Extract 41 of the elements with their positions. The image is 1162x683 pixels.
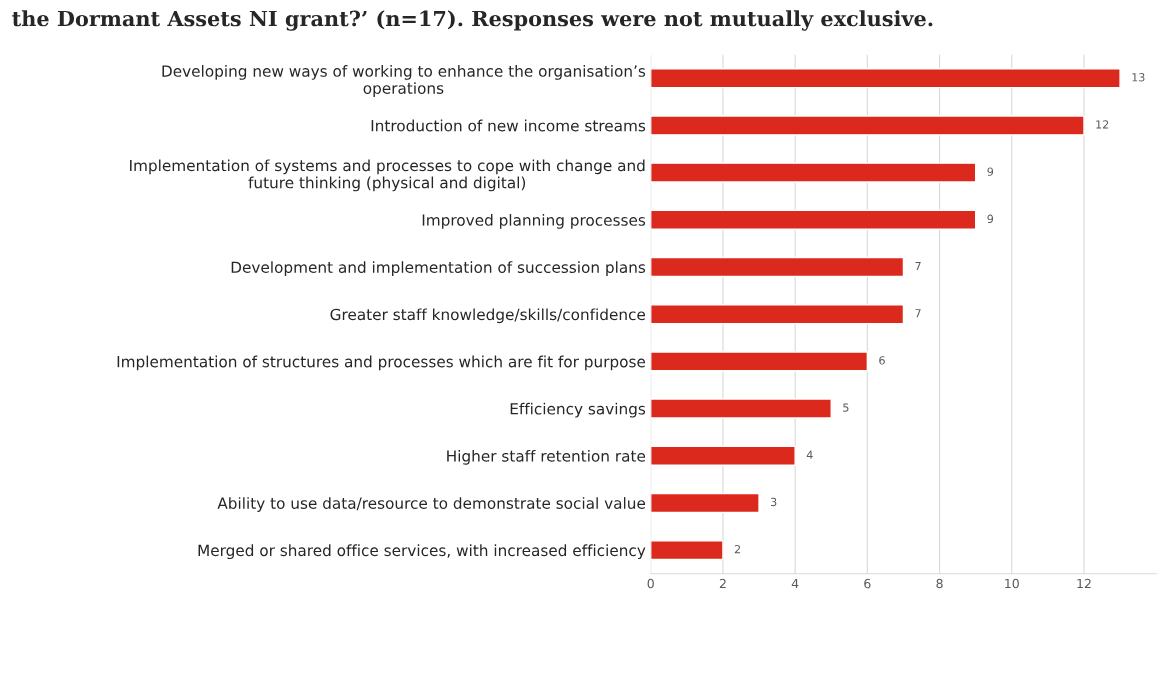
bar [650,398,832,419]
data-label: 7 [915,309,921,318]
bar [650,445,796,466]
x-tick-label: 4 [791,578,799,589]
text: the Dormant Assets NI grant?’ (n=17). Responses were not mutually exclusive. [12,10,933,31]
bar [650,539,724,561]
data-label: 9 [987,167,994,176]
y-tick-label: Ability to use data/resource to demonstrate social value [217,497,646,512]
x-tick-label: 6 [864,578,871,589]
y-tick-label: Implementation of structures and processes which are fit for purpose [117,355,646,371]
data-label: 5 [843,403,849,412]
y-tick-label: Improved planning processes [422,214,646,229]
data-label: 9 [987,214,994,224]
y-tick-label: Implementation of systems and processes to cope with change and future thinking (physical and digital) [130,159,645,192]
x-tick-label: 2 [719,578,726,589]
x-tick-label: 0 [647,578,654,589]
y-tick-label: Introduction of new income streams [371,119,646,132]
bar [650,162,977,183]
bar [650,492,760,514]
data-label: 7 [915,261,921,271]
bar [650,68,1121,89]
data-label: 4 [806,450,813,459]
y-tick-label: Developing new ways of working to enhance the organisation’s operations [162,65,646,97]
data-label: 6 [879,356,885,365]
data-label: 12 [1096,120,1109,129]
bar [650,304,905,325]
bar [650,209,977,230]
y-tick-label: Development and implementation of succession plans [231,261,646,276]
x-tick-label: 8 [936,578,943,589]
bar [650,256,905,278]
data-label: 3 [770,497,777,507]
data-label: 2 [734,544,740,554]
x-tick-label: 12 [1077,578,1091,589]
y-tick-label: Higher staff retention rate [447,449,646,465]
y-tick-label: Merged or shared office services, with increased efficiency [198,544,646,560]
data-label: 13 [1132,73,1145,82]
y-tick-label: Greater staff knowledge/skills/confidence [330,308,646,324]
x-tick-label: 10 [1005,578,1019,589]
bar [650,115,1085,136]
bar [650,351,869,372]
y-tick-label: Efficiency savings [510,402,646,418]
